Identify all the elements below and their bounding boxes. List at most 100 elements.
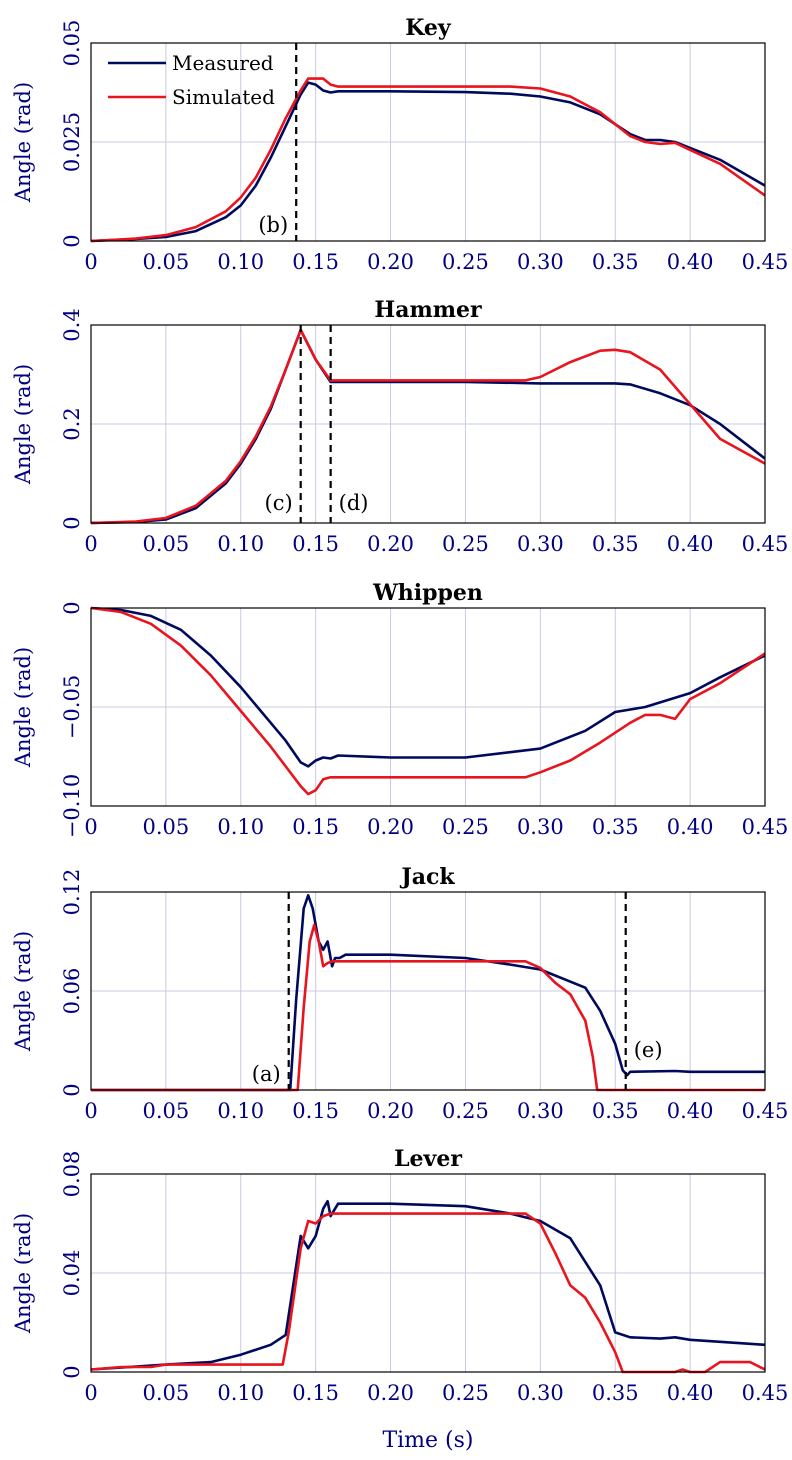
y-tick-label: −0.05 <box>60 675 84 739</box>
plot-frame <box>90 42 766 242</box>
series-simulated-line <box>91 606 765 796</box>
plot-frame <box>90 607 766 807</box>
x-tick-label: 0.30 <box>517 532 564 556</box>
x-tick-label: 0.10 <box>217 532 264 556</box>
x-tick-label: 0.30 <box>517 250 564 274</box>
x-tick-label: 0.40 <box>667 532 714 556</box>
series-simulated-line <box>91 77 765 243</box>
y-axis-label: Angle (rad) <box>11 647 35 768</box>
x-tick-label: 0.20 <box>367 1381 414 1405</box>
x-tick-label: 0.20 <box>367 815 414 839</box>
x-tick-label: 0.05 <box>143 1381 190 1405</box>
legend-measured-label: Measured <box>172 51 274 75</box>
x-tick-label: 0.25 <box>442 1099 489 1123</box>
x-tick-label: 0.35 <box>592 250 639 274</box>
x-tick-label: 0 <box>84 1381 97 1405</box>
x-tick-label: 0.25 <box>442 250 489 274</box>
x-tick-label: 0.45 <box>742 815 789 839</box>
y-tick-label: 0 <box>60 1365 84 1378</box>
panel-title: Lever <box>394 1146 462 1172</box>
series-simulated-line <box>91 923 765 1092</box>
series-measured-line <box>91 81 765 243</box>
y-tick-label: 0.2 <box>60 407 84 440</box>
y-axis-label: Angle (rad) <box>11 82 35 203</box>
y-tick-label: 0.06 <box>60 968 84 1015</box>
series-simulated-line <box>91 328 765 525</box>
x-tick-label: 0.35 <box>592 815 639 839</box>
x-tick-label: 0.40 <box>667 1381 714 1405</box>
panel-jack: (a) (e) Jack 0 0.05 0.10 0.15 0.20 0.25 0.30 0.35 0… <box>11 864 788 1123</box>
x-tick-label: 0.10 <box>217 1099 264 1123</box>
x-tick-label: 0 <box>84 1099 97 1123</box>
x-tick-label: 0.40 <box>667 1099 714 1123</box>
x-tick-label: 0.20 <box>367 532 414 556</box>
x-tick-label: 0.30 <box>517 815 564 839</box>
plot-frame <box>90 1173 766 1373</box>
legend: Measured Simulated <box>108 51 275 109</box>
x-tick-label: 0.45 <box>742 532 789 556</box>
x-tick-label: 0.20 <box>367 1099 414 1123</box>
series-simulated-line <box>91 1212 765 1374</box>
x-tick-label: 0.40 <box>667 250 714 274</box>
plot-frame <box>90 891 766 1091</box>
plot-frame <box>90 324 766 524</box>
x-tick-label: 0.15 <box>292 250 339 274</box>
y-tick-label: 0.04 <box>60 1250 84 1297</box>
x-tick-label: 0.05 <box>143 815 190 839</box>
x-tick-label: 0.20 <box>367 250 414 274</box>
y-tick-label: 0.025 <box>60 112 84 172</box>
panel-key: (b) Key 0 0.05 0.10 0.15 0.20 0.25 0.30 0.35 0.40 0… <box>11 15 788 274</box>
y-tick-label: 0.08 <box>60 1151 84 1198</box>
event-label: (a) <box>252 1062 281 1086</box>
x-tick-label: 0.35 <box>592 532 639 556</box>
x-tick-label: 0.15 <box>292 532 339 556</box>
panel-title: Whippen <box>372 580 483 606</box>
x-tick-label: 0.45 <box>742 1381 789 1405</box>
panel-title: Key <box>405 15 452 41</box>
y-tick-label: 0.4 <box>60 308 84 341</box>
legend-simulated-label: Simulated <box>172 85 275 109</box>
x-tick-label: 0.45 <box>742 1099 789 1123</box>
y-axis-label: Angle (rad) <box>11 931 35 1052</box>
series-measured-line <box>91 1199 765 1371</box>
x-tick-label: 0.25 <box>442 532 489 556</box>
y-tick-label: 0 <box>60 1083 84 1096</box>
x-tick-label: 0.45 <box>742 250 789 274</box>
x-tick-label: 0.35 <box>592 1381 639 1405</box>
x-tick-label: 0.10 <box>217 250 264 274</box>
panel-whippen: Whippen 0 0.05 0.10 0.15 0.20 0.25 0.30 0.35 0.40… <box>11 580 788 839</box>
x-tick-label: 0.10 <box>217 815 264 839</box>
y-tick-label: 0 <box>60 234 84 247</box>
y-tick-label: 0 <box>60 601 84 614</box>
y-tick-label: 0.12 <box>60 869 84 916</box>
panel-title: Hammer <box>374 297 482 323</box>
y-axis-label: Angle (rad) <box>11 1213 35 1334</box>
x-tick-label: 0.35 <box>592 1099 639 1123</box>
x-tick-label: 0.15 <box>292 1381 339 1405</box>
x-tick-label: 0.10 <box>217 1381 264 1405</box>
event-label: (d) <box>339 491 369 515</box>
event-label: (c) <box>265 491 293 515</box>
x-tick-label: 0 <box>84 532 97 556</box>
y-axis-label: Angle (rad) <box>11 364 35 485</box>
y-tick-label: 0.05 <box>60 20 84 67</box>
y-tick-label: 0 <box>60 516 84 529</box>
x-tick-label: 0.05 <box>143 1099 190 1123</box>
x-tick-label: 0.40 <box>667 815 714 839</box>
panel-lever: Lever 0 0.05 0.10 0.15 0.20 0.25 0.30 0.35 0.40 0.… <box>11 1146 788 1405</box>
x-tick-label: 0.15 <box>292 1099 339 1123</box>
x-tick-label: 0.25 <box>442 1381 489 1405</box>
x-tick-label: 0.30 <box>517 1381 564 1405</box>
x-tick-label: 0.30 <box>517 1099 564 1123</box>
event-label: (e) <box>634 1038 663 1062</box>
x-axis-label: Time (s) <box>382 1428 473 1453</box>
panel-title: Jack <box>399 864 455 890</box>
event-label: (b) <box>258 213 288 237</box>
x-tick-label: 0.15 <box>292 815 339 839</box>
series-measured-line <box>91 606 765 768</box>
x-tick-label: 0.05 <box>143 532 190 556</box>
x-tick-label: 0 <box>84 250 97 274</box>
